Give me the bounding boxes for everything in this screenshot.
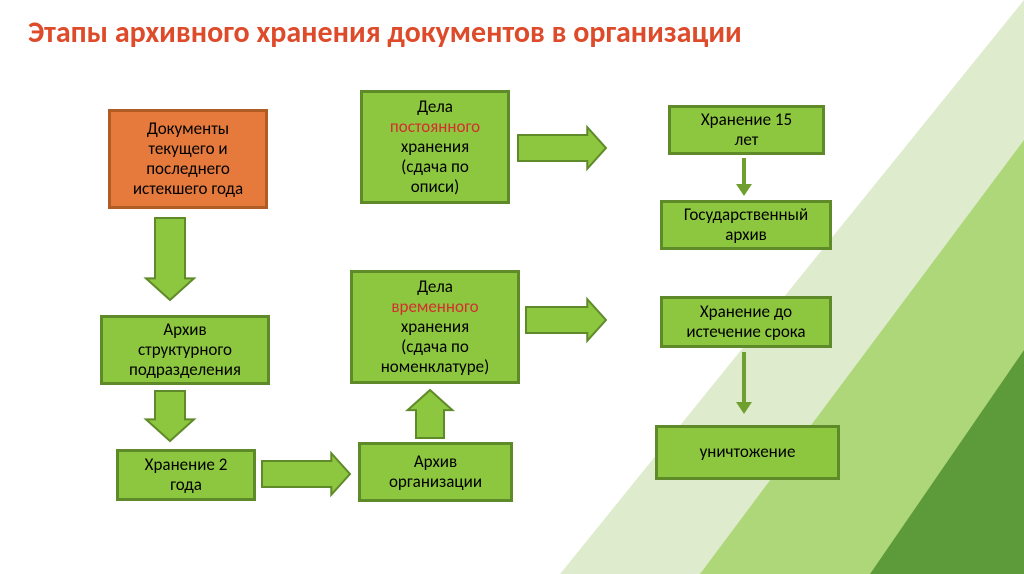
thin-arrow	[736, 158, 752, 196]
flowchart-node-n7: Архив структурного подразделения	[100, 315, 270, 385]
block-arrow	[146, 391, 194, 441]
flowchart-node-n9: Архив организации	[358, 442, 513, 502]
block-arrow	[518, 127, 606, 169]
flowchart-node-n6: Хранение до истечение срока	[660, 296, 832, 348]
flowchart-node-n5: Дела временного хранения (сдача по номен…	[350, 270, 520, 384]
block-arrow	[262, 453, 350, 495]
flowchart-node-n8: Хранение 2 года	[116, 449, 256, 501]
block-arrow	[146, 218, 194, 300]
flowchart-node-n4: Государственный архив	[660, 200, 832, 250]
block-arrow	[526, 299, 606, 341]
flowchart-node-n3: Хранение 15 лет	[668, 105, 825, 155]
flowchart-node-n1: Документы текущего и последнего истекшег…	[108, 109, 268, 209]
flowchart-node-n10: уничтожение	[655, 425, 840, 480]
thin-arrow	[736, 352, 752, 414]
slide-title: Этапы архивного хранения документов в ор…	[28, 14, 828, 51]
slide: { "title": { "text": "Этапы архивного хр…	[0, 0, 1024, 574]
flowchart-node-n2: Дела постоянного хранения (сдача по опис…	[360, 90, 510, 204]
block-arrow	[408, 390, 453, 438]
